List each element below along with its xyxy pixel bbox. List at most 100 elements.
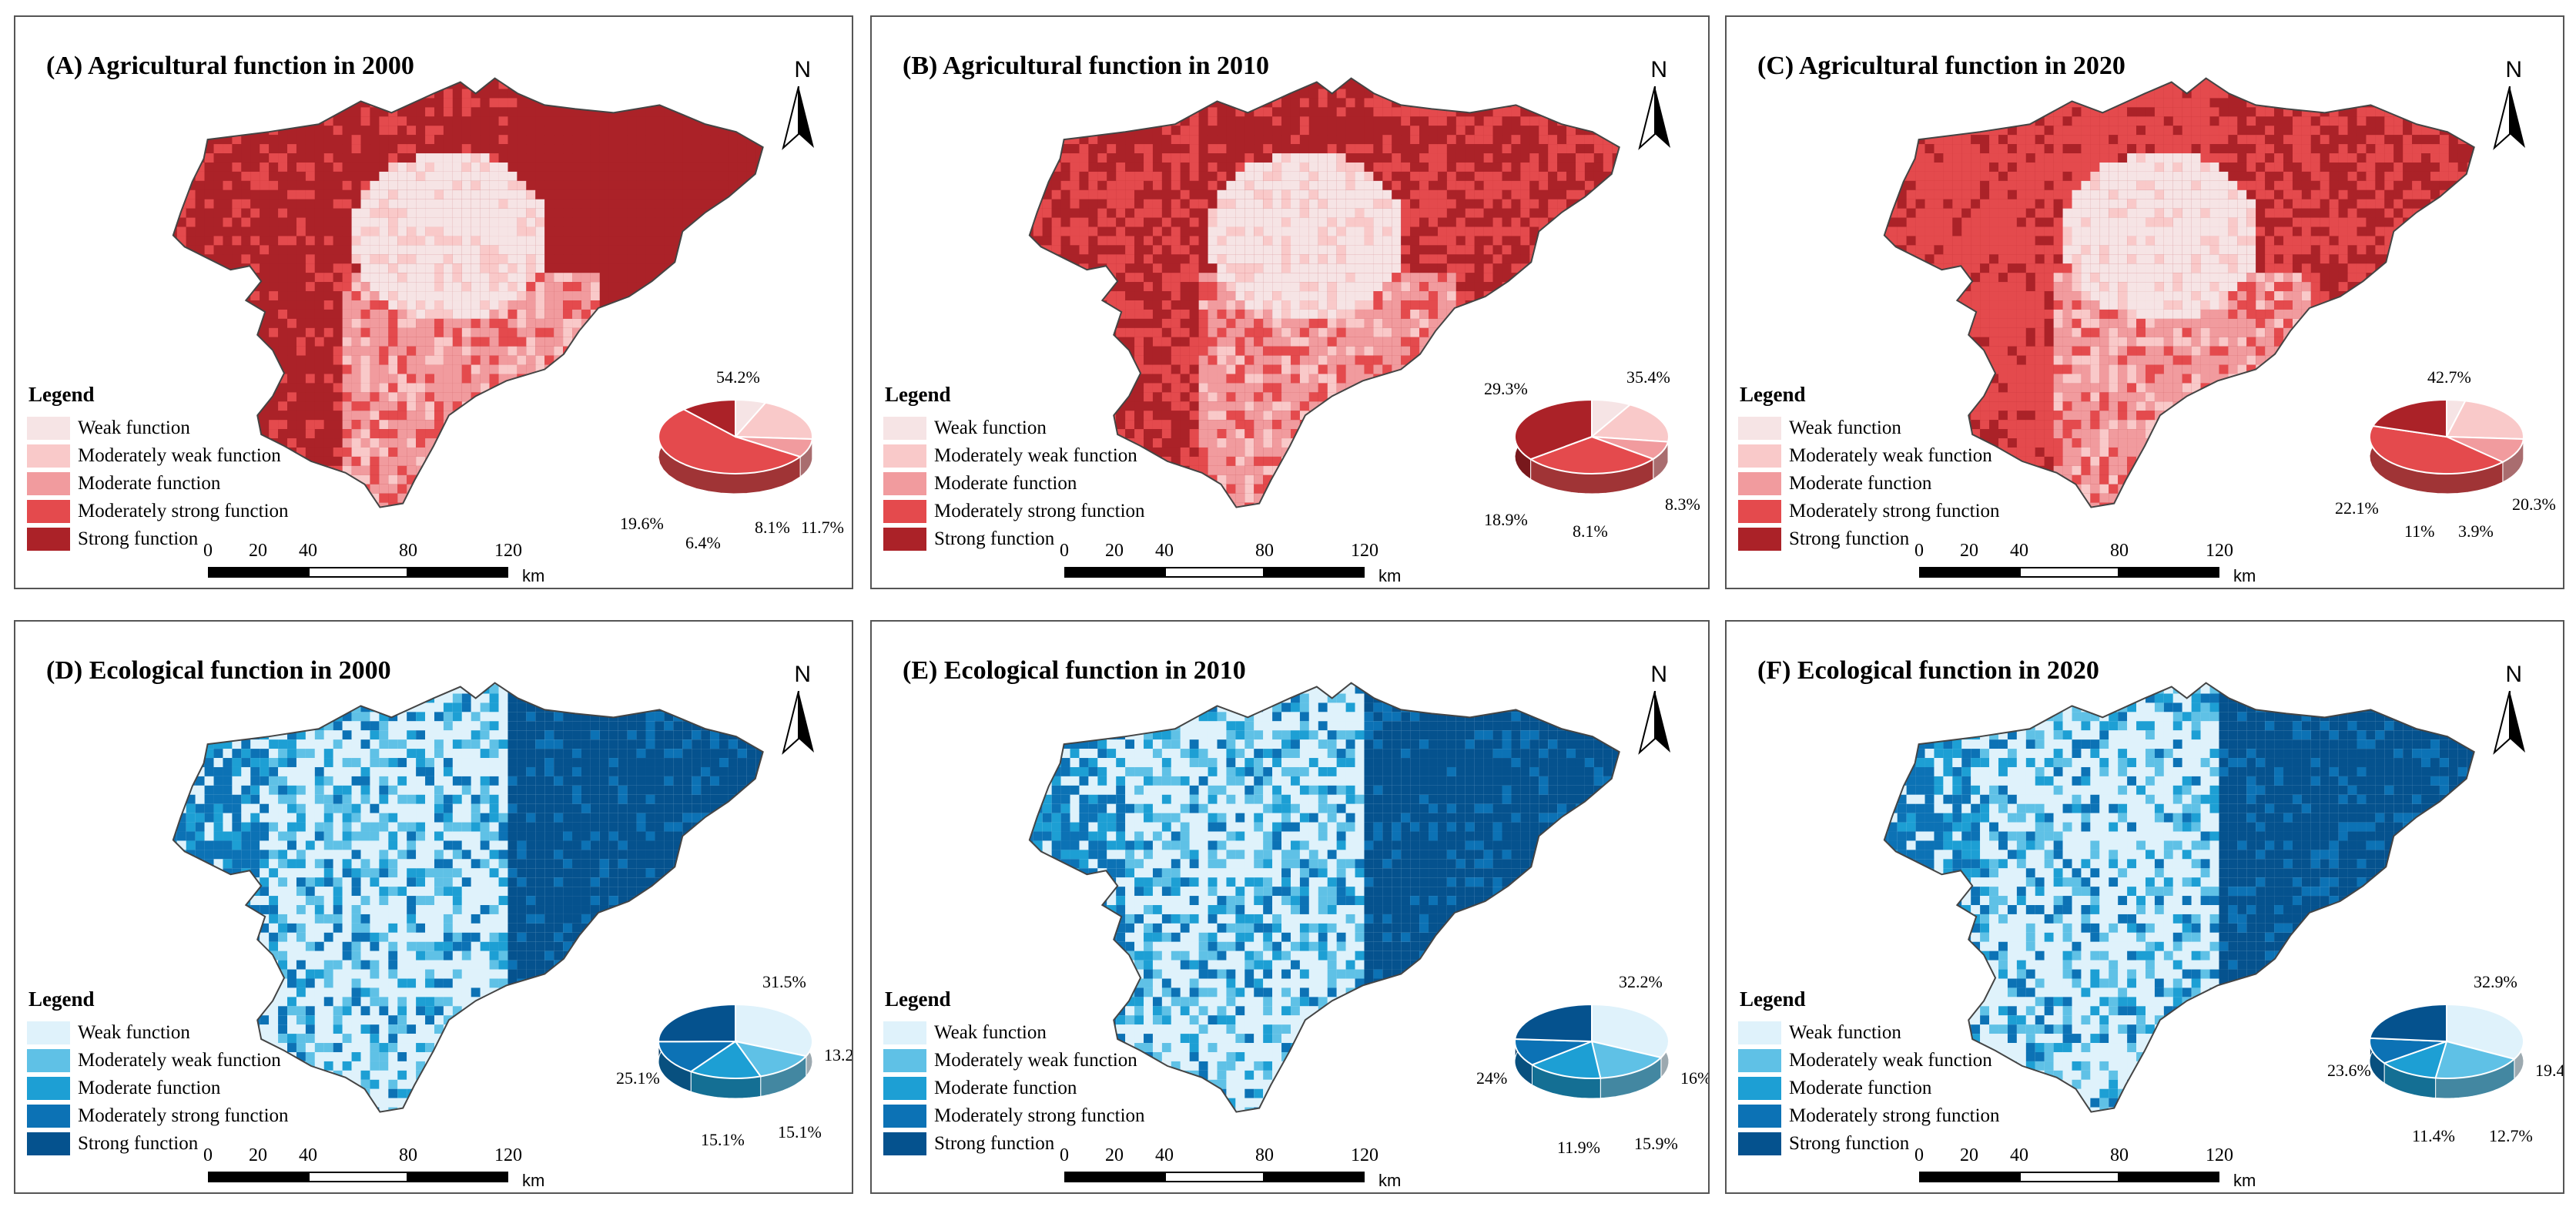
map-cell bbox=[434, 180, 444, 190]
map-cell bbox=[1189, 162, 1199, 172]
map-cell bbox=[462, 521, 471, 530]
map-cell bbox=[204, 364, 214, 374]
map-cell bbox=[323, 392, 333, 402]
map-cell bbox=[645, 199, 655, 209]
map-cell bbox=[664, 180, 674, 190]
map-cell bbox=[1299, 107, 1309, 117]
map-cell bbox=[1125, 98, 1135, 108]
map-cell bbox=[1593, 153, 1603, 163]
map-cell bbox=[572, 273, 581, 283]
map-cell bbox=[1364, 189, 1374, 199]
map-cell bbox=[590, 318, 600, 328]
map-cell bbox=[581, 474, 591, 484]
map-cell bbox=[1134, 180, 1144, 190]
map-cell bbox=[544, 79, 554, 89]
map-cell bbox=[425, 79, 434, 89]
map-cell bbox=[1593, 89, 1603, 99]
map-cell bbox=[1152, 180, 1162, 190]
map-cell bbox=[480, 337, 490, 347]
pie-label-weak: 6.4% bbox=[685, 533, 721, 553]
map-cell bbox=[599, 484, 609, 494]
map-cell bbox=[1557, 171, 1567, 181]
map-cell bbox=[407, 411, 417, 421]
map-cell bbox=[673, 346, 683, 356]
map-cell bbox=[1529, 135, 1539, 145]
map-cell bbox=[296, 355, 306, 365]
map-cell bbox=[517, 208, 527, 218]
map-cell bbox=[195, 226, 205, 236]
map-cell bbox=[1060, 189, 1070, 199]
map-cell bbox=[452, 189, 462, 199]
map-cell bbox=[1529, 236, 1539, 246]
map-cell bbox=[351, 153, 361, 163]
map-cell bbox=[1308, 126, 1318, 136]
map-cell bbox=[140, 190, 149, 199]
map-cell bbox=[572, 411, 581, 421]
map-cell bbox=[701, 346, 711, 356]
map-cell bbox=[269, 199, 279, 209]
map-cell bbox=[370, 456, 380, 466]
map-cell bbox=[526, 355, 536, 365]
map-cell bbox=[535, 135, 545, 145]
map-cell bbox=[987, 107, 997, 116]
map-cell bbox=[1529, 171, 1539, 181]
map-cell bbox=[1419, 98, 1429, 108]
map-cell bbox=[1355, 189, 1365, 199]
map-cell bbox=[1603, 126, 1613, 136]
map-cell bbox=[563, 474, 573, 484]
map-cell bbox=[498, 502, 508, 508]
map-cell bbox=[1217, 162, 1227, 172]
map-cell bbox=[269, 401, 279, 411]
map-cell bbox=[333, 309, 343, 319]
map-cell bbox=[627, 318, 637, 328]
map-cell bbox=[1235, 180, 1245, 190]
map-cell bbox=[1382, 153, 1392, 163]
map-cell bbox=[535, 208, 545, 218]
map-cell bbox=[1208, 171, 1218, 181]
map-cell bbox=[407, 355, 417, 365]
map-cell bbox=[618, 327, 628, 337]
map-cell bbox=[434, 89, 444, 99]
map-cell bbox=[489, 447, 499, 457]
map-cell bbox=[701, 337, 711, 347]
map-cell bbox=[1355, 78, 1365, 80]
map-cell bbox=[563, 300, 573, 310]
map-cell bbox=[1144, 245, 1153, 255]
map-cell bbox=[1548, 236, 1558, 246]
map-cell bbox=[379, 411, 389, 421]
map-cell bbox=[434, 126, 444, 136]
map-cell bbox=[452, 245, 462, 255]
map-cell bbox=[425, 189, 434, 199]
map-cell bbox=[434, 273, 444, 283]
map-cell bbox=[287, 226, 296, 236]
map-cell bbox=[379, 327, 389, 337]
map-cell bbox=[673, 116, 683, 126]
map-cell bbox=[314, 291, 324, 301]
map-cell bbox=[1401, 153, 1411, 163]
map-cell bbox=[1281, 79, 1291, 89]
map-cell bbox=[627, 98, 637, 108]
map-cell bbox=[1015, 144, 1024, 153]
map-cell bbox=[1290, 107, 1300, 117]
map-cell bbox=[296, 374, 306, 384]
map-cell bbox=[1492, 199, 1502, 209]
map-cell bbox=[131, 300, 140, 310]
map-cell bbox=[987, 144, 997, 153]
map-cell bbox=[1051, 199, 1061, 209]
map-cell bbox=[241, 98, 251, 108]
map-cell bbox=[997, 227, 1006, 236]
map-cell bbox=[407, 273, 417, 283]
map-cell bbox=[379, 217, 389, 227]
map-cell bbox=[1622, 126, 1631, 135]
map-cell bbox=[618, 236, 628, 246]
map-cell bbox=[701, 327, 711, 337]
map-cell bbox=[305, 79, 315, 89]
map-cell bbox=[1520, 116, 1530, 126]
map-cell bbox=[287, 318, 296, 328]
map-cell bbox=[278, 291, 288, 301]
map-cell bbox=[590, 254, 600, 264]
map-cell bbox=[608, 374, 618, 384]
map-cell bbox=[1171, 226, 1181, 236]
map-cell bbox=[1097, 98, 1107, 108]
map-cell bbox=[1419, 217, 1429, 227]
